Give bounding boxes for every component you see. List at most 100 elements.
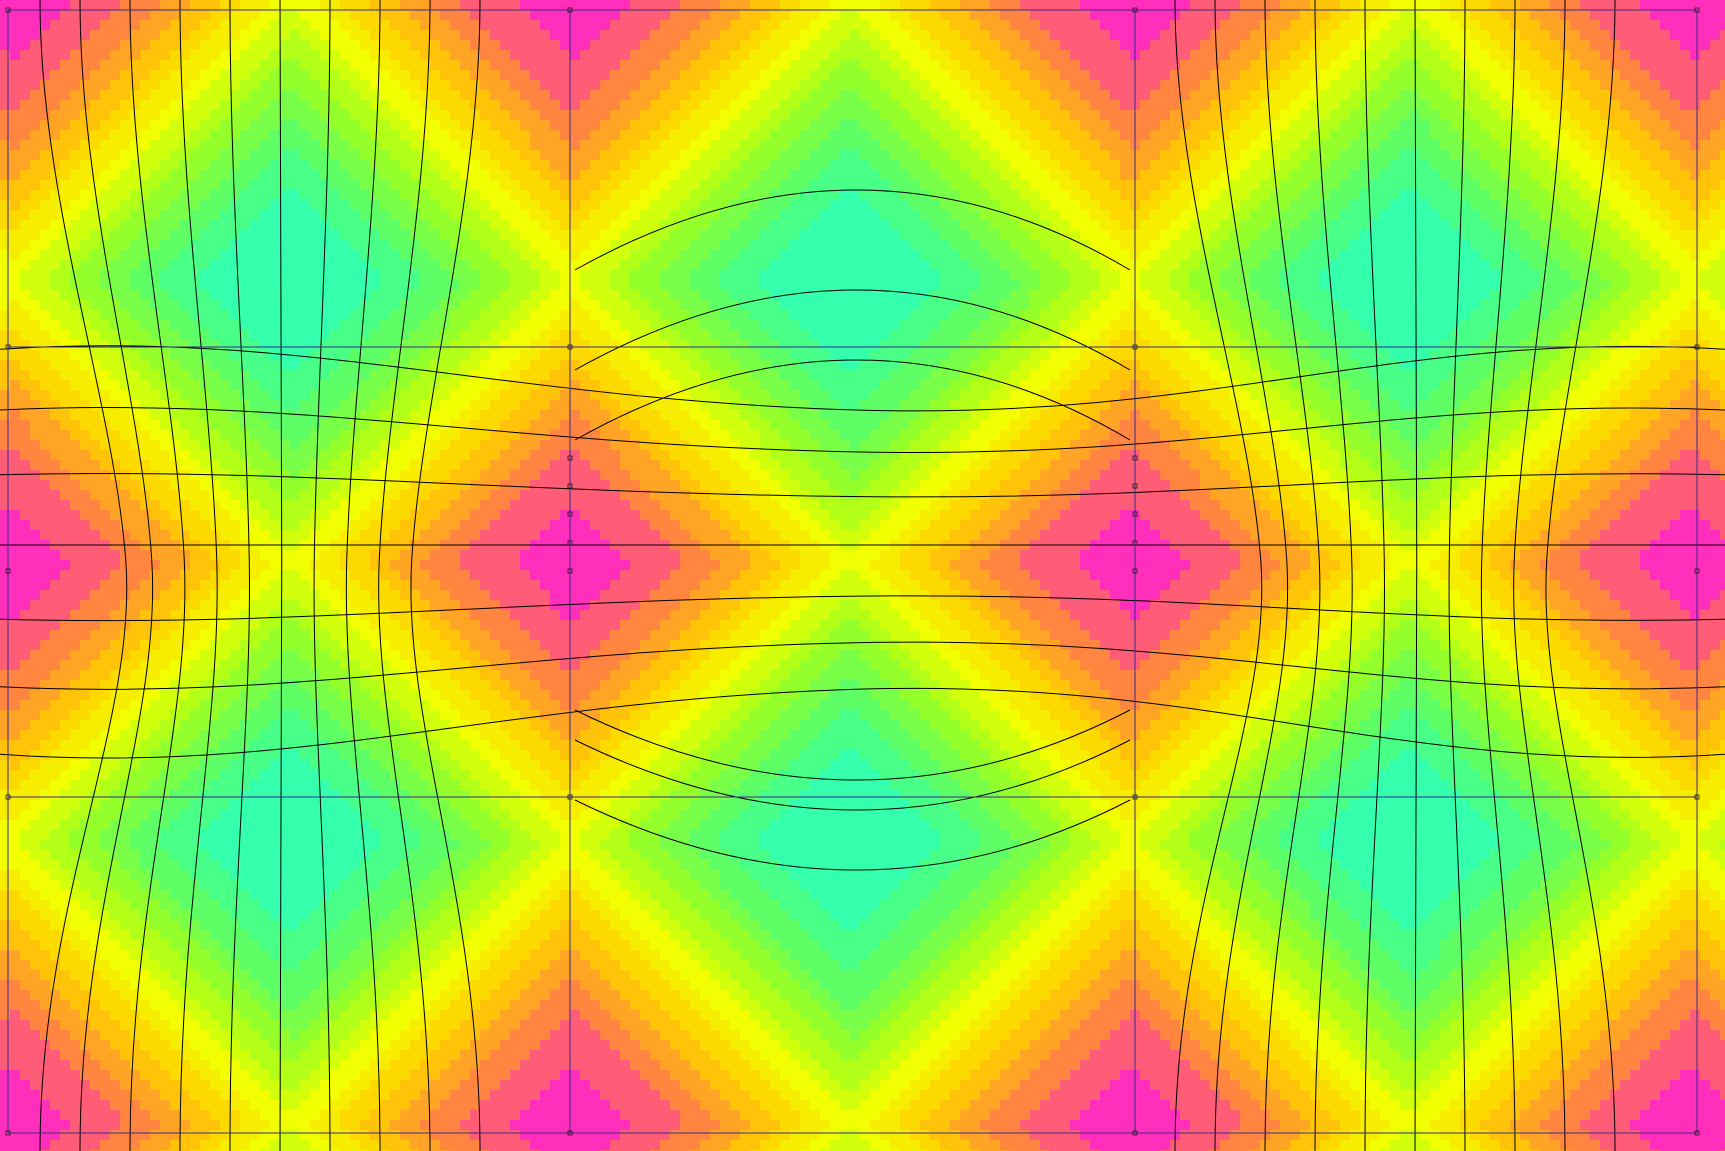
field-cell bbox=[120, 10, 131, 21]
field-cell bbox=[850, 50, 861, 61]
field-cell bbox=[1720, 30, 1725, 41]
field-cell bbox=[1590, 110, 1601, 121]
field-cell bbox=[900, 230, 911, 241]
field-cell bbox=[120, 60, 131, 71]
field-cell bbox=[1420, 180, 1431, 191]
field-cell bbox=[840, 270, 851, 281]
field-cell bbox=[450, 160, 461, 171]
field-cell bbox=[610, 160, 621, 171]
field-cell bbox=[1290, 150, 1301, 161]
field-cell bbox=[160, 110, 171, 121]
field-cell bbox=[860, 70, 871, 81]
field-cell bbox=[980, 150, 991, 161]
field-cell bbox=[20, 10, 31, 21]
field-cell bbox=[1220, 180, 1231, 191]
field-cell bbox=[270, 240, 281, 251]
field-cell bbox=[30, 30, 41, 41]
field-cell bbox=[770, 100, 781, 111]
field-cell bbox=[1580, 220, 1591, 231]
field-cell bbox=[1260, 130, 1271, 141]
field-cell bbox=[1690, 150, 1701, 161]
field-cell bbox=[1100, 30, 1111, 41]
field-cell bbox=[1200, 260, 1211, 271]
field-cell bbox=[830, 280, 841, 291]
field-cell bbox=[190, 160, 201, 171]
field-cell bbox=[1060, 90, 1071, 101]
field-cell bbox=[1600, 70, 1611, 81]
field-cell bbox=[1710, 230, 1721, 241]
field-cell bbox=[570, 20, 581, 31]
field-cell bbox=[1350, 260, 1361, 271]
field-cell bbox=[190, 250, 201, 261]
field-cell bbox=[620, 130, 631, 141]
field-cell bbox=[620, 40, 631, 51]
field-cell bbox=[360, 30, 371, 41]
field-cell bbox=[1630, 10, 1641, 21]
field-cell bbox=[1290, 190, 1301, 201]
field-cell bbox=[1230, 270, 1241, 281]
field-cell bbox=[730, 140, 741, 151]
field-cell bbox=[110, 140, 121, 151]
field-cell bbox=[130, 250, 141, 261]
field-cell bbox=[1640, 80, 1651, 91]
field-cell bbox=[390, 260, 401, 271]
field-cell bbox=[990, 20, 1001, 31]
field-cell bbox=[1060, 220, 1071, 231]
field-cell bbox=[1160, 0, 1171, 11]
field-cell bbox=[910, 160, 921, 171]
field-cell bbox=[580, 260, 591, 271]
field-cell bbox=[260, 20, 271, 31]
field-cell bbox=[1700, 90, 1711, 101]
field-cell bbox=[540, 130, 551, 141]
field-cell bbox=[760, 220, 771, 231]
field-cell bbox=[1120, 140, 1131, 151]
field-cell bbox=[1590, 100, 1601, 111]
field-cell bbox=[150, 160, 161, 171]
field-cell bbox=[820, 100, 831, 111]
field-cell bbox=[980, 210, 991, 221]
field-cell bbox=[180, 280, 191, 291]
field-cell bbox=[1530, 170, 1541, 181]
field-cell bbox=[950, 170, 961, 181]
field-cell bbox=[710, 180, 721, 191]
field-cell bbox=[1530, 60, 1541, 71]
field-cell bbox=[1020, 280, 1031, 291]
field-cell bbox=[340, 250, 351, 261]
field-cell bbox=[570, 220, 581, 231]
field-cell bbox=[1100, 200, 1111, 211]
field-cell bbox=[1580, 180, 1591, 191]
field-cell bbox=[730, 180, 741, 191]
field-cell bbox=[950, 70, 961, 81]
field-cell bbox=[960, 280, 971, 291]
field-cell bbox=[120, 140, 131, 151]
field-cell bbox=[1540, 200, 1551, 211]
field-cell bbox=[50, 110, 61, 121]
field-cell bbox=[1490, 250, 1501, 261]
field-cell bbox=[740, 230, 751, 241]
field-cell bbox=[960, 70, 971, 81]
field-cell bbox=[960, 270, 971, 281]
field-cell bbox=[1210, 230, 1221, 241]
field-cell bbox=[1090, 260, 1101, 271]
field-cell bbox=[280, 70, 291, 81]
field-cell bbox=[430, 240, 441, 251]
field-cell bbox=[1050, 130, 1061, 141]
field-cell bbox=[1080, 80, 1091, 91]
field-cell bbox=[950, 260, 961, 271]
field-cell bbox=[280, 80, 291, 91]
field-cell bbox=[1400, 230, 1411, 241]
field-cell bbox=[1220, 60, 1231, 71]
field-cell bbox=[1140, 30, 1151, 41]
field-cell bbox=[430, 230, 441, 241]
field-cell bbox=[1370, 140, 1381, 151]
field-cell bbox=[1590, 140, 1601, 151]
field-cell bbox=[240, 20, 251, 31]
field-cell bbox=[1040, 260, 1051, 271]
field-cell bbox=[70, 150, 81, 161]
field-cell bbox=[260, 280, 271, 291]
field-cell bbox=[90, 150, 101, 161]
field-cell bbox=[900, 200, 911, 211]
field-cell bbox=[1220, 30, 1231, 41]
field-cell bbox=[450, 240, 461, 251]
field-cell bbox=[960, 130, 971, 141]
